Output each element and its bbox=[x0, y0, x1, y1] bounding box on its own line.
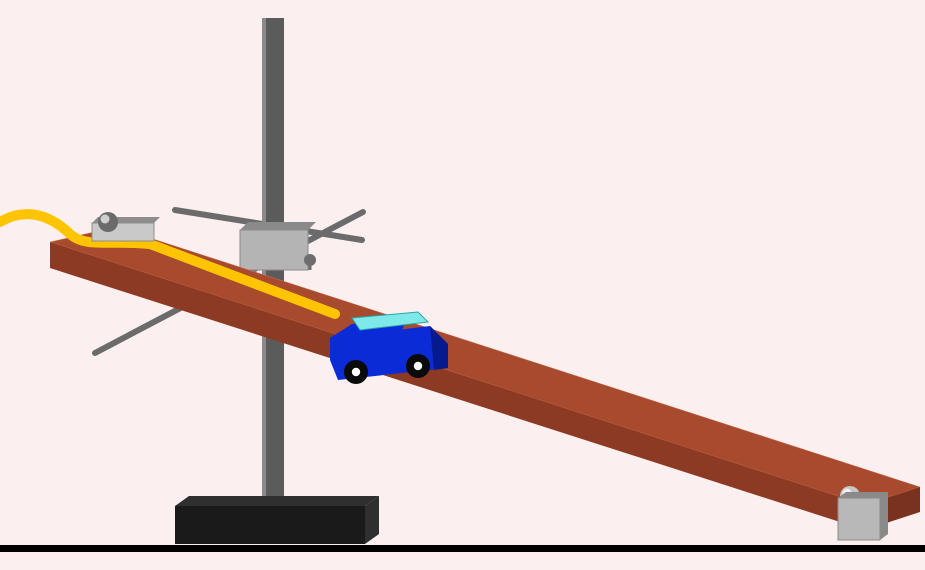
stop-block-top bbox=[838, 492, 888, 498]
ticker-disc-hi bbox=[101, 215, 110, 224]
stand-base bbox=[175, 506, 365, 544]
clamp-block bbox=[240, 230, 308, 270]
stop-block bbox=[838, 498, 880, 540]
clamp-block-top bbox=[240, 222, 316, 230]
floor bbox=[0, 545, 925, 552]
physics-ramp-diagram bbox=[0, 0, 925, 570]
stop-block-side bbox=[880, 492, 888, 540]
stand-base-top bbox=[175, 496, 379, 506]
clamp-knob bbox=[304, 254, 316, 266]
trolley-wheel-hub bbox=[414, 362, 422, 370]
trolley-wheel-hub bbox=[352, 368, 360, 376]
